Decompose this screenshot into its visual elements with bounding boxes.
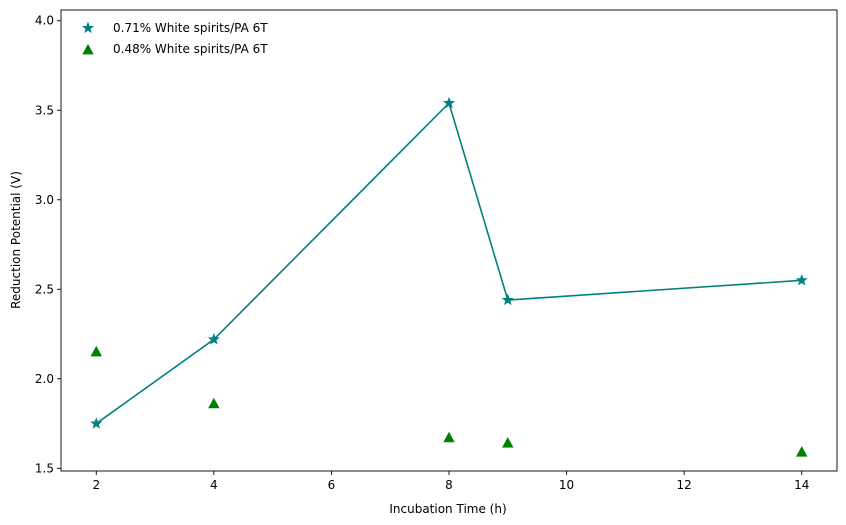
legend-triangle-icon bbox=[82, 43, 94, 55]
x-tick-label-3: 8 bbox=[445, 478, 453, 492]
axes: 2 4 6 8 10 12 14 1.5 2.0 2.5 3.0 3.5 4.0 bbox=[35, 9, 838, 492]
series-1-point-2 bbox=[443, 431, 455, 443]
legend-marker-0 bbox=[81, 21, 95, 34]
x-tick-label-5: 12 bbox=[677, 478, 692, 492]
legend: 0.71% White spirits/PA 6T 0.48% White sp… bbox=[81, 21, 268, 56]
x-tick-label-6: 14 bbox=[794, 478, 809, 492]
series-0-point-3 bbox=[501, 293, 514, 306]
legend-label-0: 0.71% White spirits/PA 6T bbox=[113, 21, 268, 35]
legend-marker-1 bbox=[82, 43, 94, 55]
y-axis-label: Reduction Potential (V) bbox=[9, 171, 23, 309]
series-1-point-4 bbox=[795, 446, 808, 457]
x-tick-label-4: 10 bbox=[559, 478, 574, 492]
x-tick-label-2: 6 bbox=[328, 478, 336, 492]
y-tick-label-5: 4.0 bbox=[35, 14, 54, 28]
series-line-0 bbox=[95, 101, 802, 425]
legend-star-icon bbox=[81, 21, 95, 34]
series-0-point-4 bbox=[795, 273, 808, 286]
x-axis-label: Incubation Time (h) bbox=[389, 502, 506, 516]
series-1-point-3 bbox=[502, 437, 514, 448]
plot-frame bbox=[60, 9, 838, 472]
y-tick-label-4: 3.5 bbox=[35, 103, 54, 117]
y-tick-label-1: 2.0 bbox=[35, 372, 54, 386]
y-tick-label-2: 2.5 bbox=[35, 282, 54, 296]
x-tick-label-1: 4 bbox=[210, 478, 218, 492]
x-tick-label-0: 2 bbox=[92, 478, 100, 492]
plot-area bbox=[90, 96, 808, 457]
series-1-point-1 bbox=[208, 397, 220, 409]
legend-label-1: 0.48% White spirits/PA 6T bbox=[113, 42, 268, 56]
series-0-point-1 bbox=[207, 333, 220, 345]
y-tick-label-3: 3.0 bbox=[35, 193, 54, 207]
y-tick-label-0: 1.5 bbox=[35, 461, 54, 475]
series-0-point-2 bbox=[442, 96, 456, 109]
series-0-point-0 bbox=[90, 417, 103, 429]
series-1-point-0 bbox=[90, 345, 103, 357]
